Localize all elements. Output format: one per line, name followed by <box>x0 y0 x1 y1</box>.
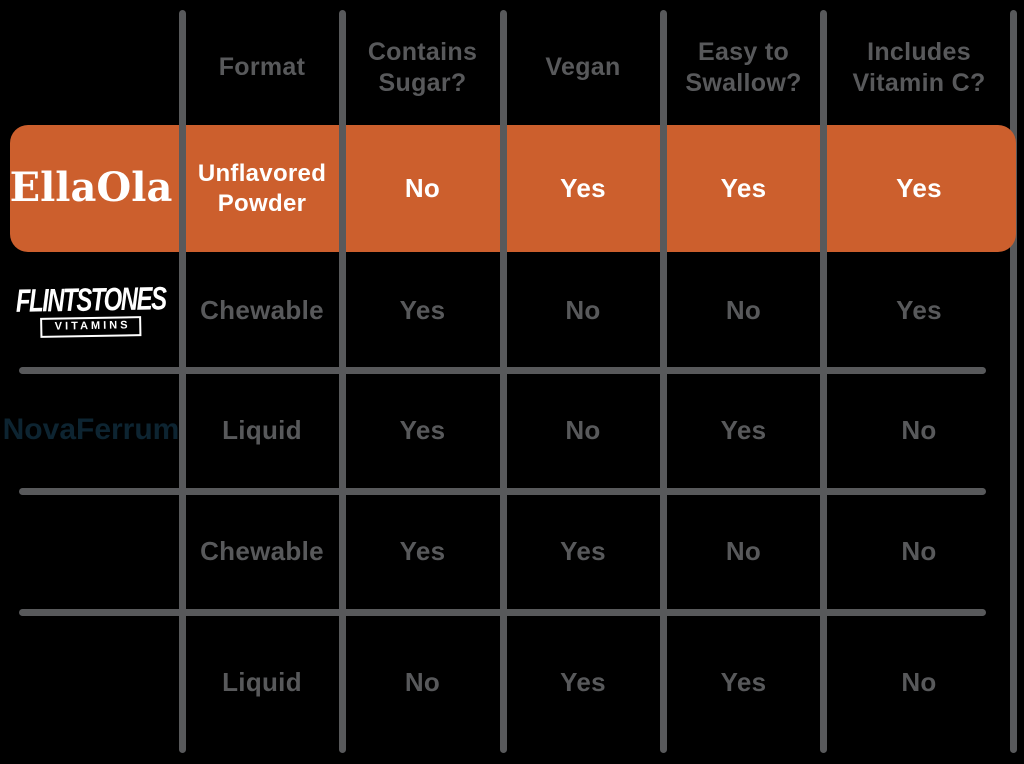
grid-vline-right-border <box>1010 10 1017 753</box>
grid-hline-2 <box>19 488 986 495</box>
cell-row5-contains-sugar: No <box>404 666 441 697</box>
cell-row5-includes-vitamin-c: No <box>901 666 937 697</box>
cell-row5-easy-to-swallow: Yes <box>720 666 767 697</box>
cell-row4-format: Chewable <box>200 535 324 566</box>
cell-flintstones-vegan: No <box>565 295 601 326</box>
grid-vline-4 <box>660 10 667 753</box>
cell-flintstones-contains-sugar: Yes <box>399 295 446 326</box>
grid-vline-3 <box>500 10 507 753</box>
cell-row5-vegan: Yes <box>560 666 606 697</box>
flintstones-logo-wordmark: FLINTSTONES <box>15 280 166 320</box>
cell-row4-contains-sugar: Yes <box>399 535 446 566</box>
brand-cell-flintstones: FLINTSTONES VITAMINS <box>0 252 182 370</box>
column-header-contains-sugar: Contains Sugar? <box>367 38 478 97</box>
column-header-vegan: Vegan <box>545 53 621 82</box>
column-header-format: Format <box>218 53 306 82</box>
cell-ellaola-vegan: Yes <box>560 172 606 203</box>
grid-hline-3 <box>19 609 986 616</box>
grid-vline-2 <box>339 10 346 753</box>
brand-cell-ellaola: EllaOla <box>0 125 182 252</box>
cell-novaferrum-easy-to-swallow: Yes <box>720 414 767 445</box>
cell-flintstones-includes-vitamin-c: Yes <box>896 295 942 326</box>
cell-ellaola-contains-sugar: No <box>404 172 441 203</box>
cell-novaferrum-includes-vitamin-c: No <box>901 414 937 445</box>
column-header-easy-to-swallow: Easy to Swallow? <box>685 38 802 97</box>
flintstones-logo: FLINTSTONES VITAMINS <box>16 281 167 338</box>
brand-cell-novaferrum: NovaFerrum <box>0 370 182 491</box>
column-header-includes-vitamin-c: Includes Vitamin C? <box>852 38 986 97</box>
cell-row4-vegan: Yes <box>560 535 606 566</box>
grid-vline-5 <box>820 10 827 753</box>
grid-vline-1 <box>179 10 186 753</box>
cell-row4-easy-to-swallow: No <box>725 535 762 566</box>
ellaola-logo: EllaOla <box>9 164 173 212</box>
grid-hline-1 <box>19 367 986 374</box>
cell-novaferrum-contains-sugar: Yes <box>399 414 446 445</box>
cell-row5-format: Liquid <box>222 666 302 697</box>
cell-ellaola-easy-to-swallow: Yes <box>720 172 767 203</box>
cell-novaferrum-format: Liquid <box>222 414 302 445</box>
novaferrum-logo: NovaFerrum <box>2 413 180 447</box>
cell-row4-includes-vitamin-c: No <box>901 535 937 566</box>
cell-flintstones-easy-to-swallow: No <box>725 295 762 326</box>
cell-ellaola-includes-vitamin-c: Yes <box>896 172 942 203</box>
cell-novaferrum-vegan: No <box>565 414 601 445</box>
cell-ellaola-format: Unflavored Powder <box>197 160 327 217</box>
cell-flintstones-format: Chewable <box>200 295 324 326</box>
highlight-row-background <box>10 125 1016 252</box>
